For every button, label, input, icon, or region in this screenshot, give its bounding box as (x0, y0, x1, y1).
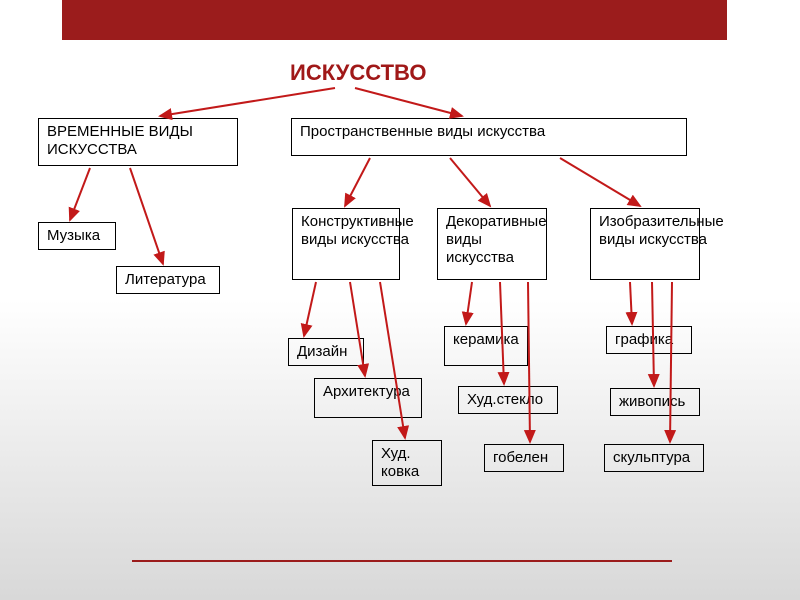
node-sculpture: скульптура (604, 444, 704, 472)
node-painting: живопись (610, 388, 700, 416)
node-design: Дизайн (288, 338, 364, 366)
node-glass: Худ.стекло (458, 386, 558, 414)
node-constructive: Конструктивные виды искусства (292, 208, 400, 280)
node-ceramics: керамика (444, 326, 528, 366)
node-graphics: графика (606, 326, 692, 354)
arrows-layer (0, 0, 800, 600)
node-literature: Литература (116, 266, 220, 294)
node-tapestry: гобелен (484, 444, 564, 472)
node-spatial: Пространственные виды искусства (291, 118, 687, 156)
node-temporal: ВРЕМЕННЫЕ ВИДЫ ИСКУССТВА (38, 118, 238, 166)
node-music: Музыка (38, 222, 116, 250)
node-architecture: Архитектура (314, 378, 422, 418)
top-bar (62, 0, 727, 40)
node-decorative: Декоративные виды искусства (437, 208, 547, 280)
node-forging: Худ. ковка (372, 440, 442, 486)
diagram-title: ИСКУССТВО (290, 60, 426, 86)
node-visual: Изобразительные виды искусства (590, 208, 700, 280)
bottom-divider (132, 560, 672, 562)
